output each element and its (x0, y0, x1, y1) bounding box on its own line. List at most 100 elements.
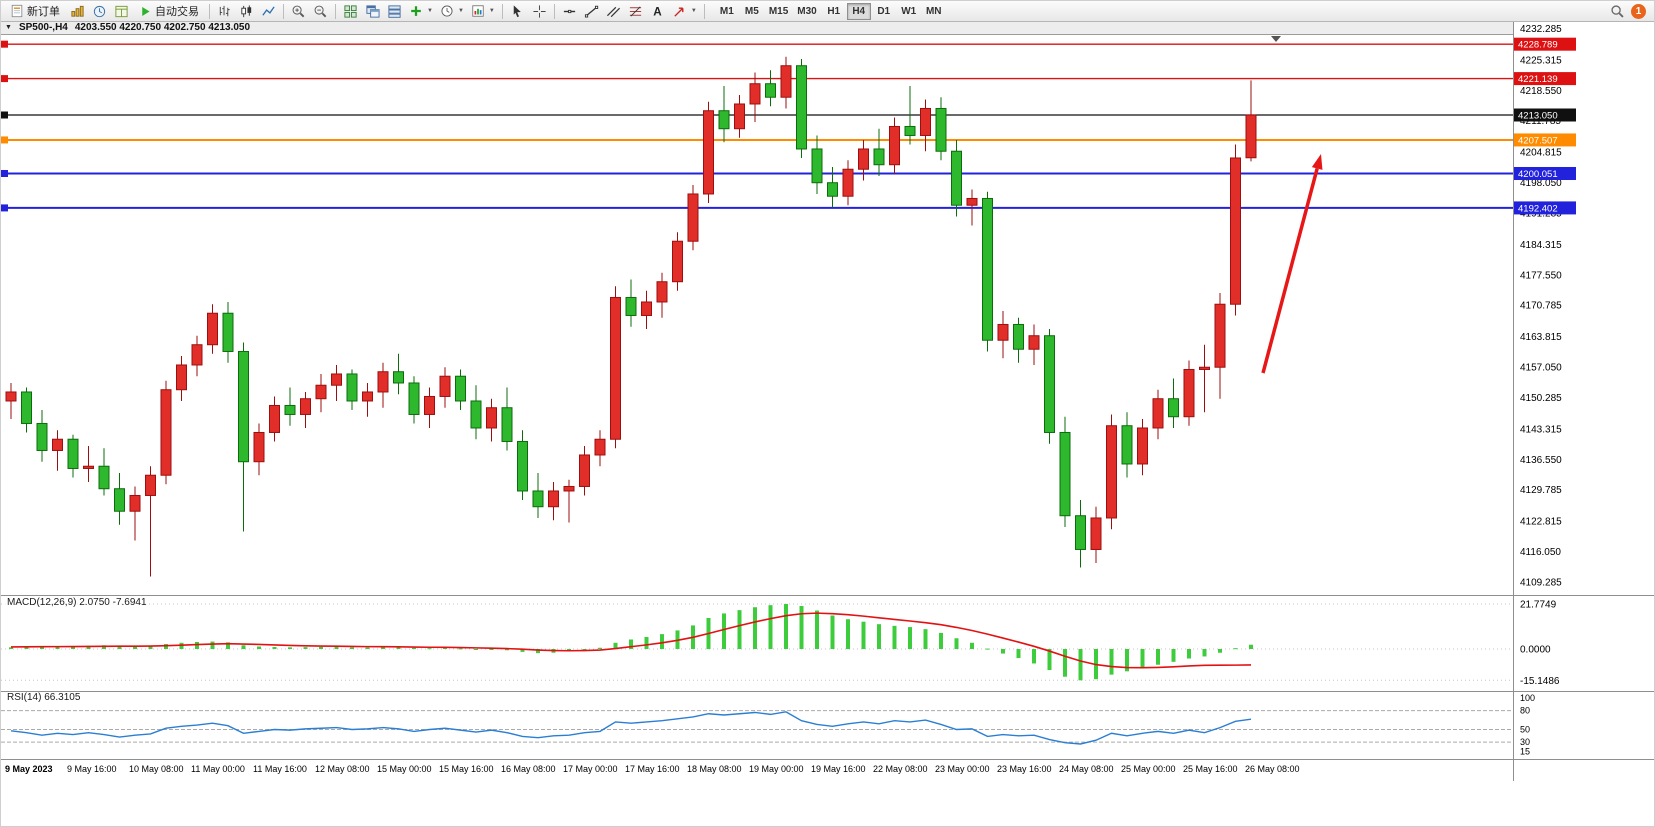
clock-icon (441, 5, 453, 17)
timeframe-h1[interactable]: H1 (822, 3, 846, 20)
candles-layer (5, 56, 1257, 577)
bar-chart-mode-button[interactable] (214, 2, 235, 21)
timeframe-mn[interactable]: MN (922, 3, 946, 20)
arrange-windows-icon (388, 4, 401, 18)
new-order-button[interactable]: 新订单 (4, 2, 66, 21)
horizontal-line-icon (563, 9, 575, 13)
timeframe-h4[interactable]: H4 (846, 2, 871, 20)
zoom-out-icon (314, 5, 327, 17)
timeframe-d1[interactable]: D1 (872, 3, 896, 20)
timeframe-m5[interactable]: M5 (740, 3, 764, 20)
macd-value: 2.0750 (79, 597, 110, 608)
new-order-icon (11, 4, 23, 18)
svg-text:15 May 00:00: 15 May 00:00 (377, 764, 432, 774)
chevron-down-icon: ▼ (427, 8, 433, 14)
timeframe-m1[interactable]: M1 (715, 3, 739, 20)
toolbar-separator (553, 3, 555, 19)
svg-text:16 May 08:00: 16 May 08:00 (501, 764, 556, 774)
svg-text:4163.815: 4163.815 (1520, 332, 1562, 343)
notification-count: 1 (1635, 5, 1642, 17)
timeframe-m30[interactable]: M30 (793, 3, 820, 20)
rsi-name: RSI(14) (7, 692, 42, 703)
svg-text:-15.1486: -15.1486 (1520, 676, 1560, 687)
charts-profile-button[interactable] (67, 2, 88, 21)
svg-text:11 May 16:00: 11 May 16:00 (253, 764, 307, 774)
cascade-windows-button[interactable] (362, 2, 383, 21)
chevron-down-icon: ▼ (457, 8, 464, 14)
data-window-button[interactable] (111, 2, 132, 21)
macd-panel: 21.7749 0.0000 -15.1486 (1, 599, 1560, 687)
svg-text:26 May 08:00: 26 May 08:00 (1245, 764, 1300, 774)
text-tool-button[interactable]: A (647, 2, 668, 21)
svg-text:4211.785: 4211.785 (1520, 116, 1561, 127)
zoom-in-button[interactable] (288, 2, 309, 21)
rsi-indicator-label: RSI(14) 66.3105 (5, 692, 83, 703)
notification-badge[interactable]: 1 (1631, 3, 1646, 19)
svg-text:80: 80 (1520, 706, 1530, 716)
timeframe-toolbar: M1 M5 M15 M30 H1 H4 D1 W1 MN (715, 2, 946, 20)
price-tags: 4228.789 4221.139 4213.050 4207.507 4200.051… (1514, 37, 1576, 215)
auto-trading-label: 自动交易 (155, 6, 199, 18)
chart-window-caption[interactable]: ▼ SP500-,H4 4203.550 4220.750 4202.750 4… (1, 22, 1513, 35)
svg-text:4136.550: 4136.550 (1520, 455, 1562, 466)
templates-button[interactable]: ▼ (468, 2, 498, 21)
symbol-period-label: SP500-,H4 (18, 22, 68, 33)
macd-indicator-label: MACD(12,26,9) 2.0750 -7.6941 (5, 597, 149, 608)
candlestick-icon (241, 4, 252, 17)
search-button[interactable] (1607, 2, 1628, 21)
candlestick-mode-button[interactable] (236, 2, 257, 21)
svg-text:4225.315: 4225.315 (1520, 55, 1562, 66)
trendline-icon (584, 5, 599, 18)
arrange-windows-button[interactable] (384, 2, 405, 21)
arrows-tool-button[interactable]: ▼ (669, 2, 700, 21)
timeframe-m15[interactable]: M15 (765, 3, 792, 20)
toolbar-separator (703, 3, 705, 19)
svg-text:25 May 16:00: 25 May 16:00 (1183, 764, 1238, 774)
svg-text:100: 100 (1520, 693, 1535, 703)
horizontal-line-tool-button[interactable] (559, 2, 580, 21)
trendline-tool-button[interactable] (581, 2, 602, 21)
tile-windows-icon (344, 4, 357, 18)
svg-text:4177.550: 4177.550 (1520, 270, 1562, 281)
svg-text:4232.285: 4232.285 (1520, 24, 1562, 35)
channel-tool-button[interactable] (603, 2, 624, 21)
svg-text:A: A (653, 5, 662, 18)
rsi-value: 66.3105 (44, 692, 81, 703)
cursor-button[interactable] (507, 2, 528, 21)
svg-text:4213.050: 4213.050 (1518, 111, 1558, 122)
fibonacci-tool-button[interactable] (625, 2, 646, 21)
svg-text:4170.785: 4170.785 (1520, 301, 1562, 312)
svg-text:19 May 00:00: 19 May 00:00 (749, 764, 804, 774)
svg-text:15: 15 (1520, 747, 1530, 757)
svg-text:4122.815: 4122.815 (1520, 517, 1562, 528)
market-watch-icon (93, 5, 106, 17)
svg-text:12 May 08:00: 12 May 08:00 (315, 764, 370, 774)
svg-text:9 May 16:00: 9 May 16:00 (67, 764, 117, 774)
svg-text:4192.402: 4192.402 (1518, 203, 1558, 214)
toolbar-separator (501, 3, 503, 19)
svg-text:10 May 08:00: 10 May 08:00 (129, 764, 184, 774)
market-watch-button[interactable] (89, 2, 110, 21)
new-order-label: 新订单 (27, 6, 60, 18)
timeframe-w1[interactable]: W1 (897, 3, 921, 20)
auto-trading-icon (142, 6, 150, 16)
svg-text:4184.315: 4184.315 (1520, 240, 1562, 251)
indicators-button[interactable]: ▼ (406, 2, 436, 21)
auto-trading-button[interactable]: 自动交易 (133, 2, 205, 21)
time-axis: 9 May 2023 9 May 16:00 10 May 08:00 11 May … (5, 764, 1300, 774)
svg-text:4204.815: 4204.815 (1520, 148, 1562, 159)
periods-button[interactable]: ▼ (437, 2, 467, 21)
toolbar-separator (209, 3, 210, 19)
zoom-out-button[interactable] (310, 2, 331, 21)
line-chart-icon (262, 5, 275, 16)
crosshair-button[interactable] (529, 2, 550, 21)
toolbar-separator (335, 3, 336, 19)
line-chart-mode-button[interactable] (258, 2, 279, 21)
svg-text:23 May 00:00: 23 May 00:00 (935, 764, 990, 774)
svg-text:4116.050: 4116.050 (1520, 547, 1561, 558)
tile-windows-button[interactable] (340, 2, 361, 21)
chevron-down-icon: ▼ (488, 8, 495, 14)
svg-text:11 May 00:00: 11 May 00:00 (191, 764, 245, 774)
